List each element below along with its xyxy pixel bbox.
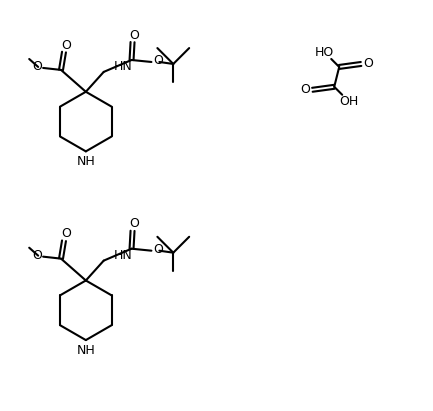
Text: HN: HN: [114, 60, 132, 74]
Text: O: O: [61, 227, 71, 240]
Text: O: O: [153, 55, 163, 67]
Text: O: O: [129, 29, 139, 42]
Text: O: O: [301, 83, 310, 96]
Text: OH: OH: [339, 95, 359, 108]
Text: O: O: [129, 217, 139, 231]
Text: HO: HO: [315, 46, 334, 58]
Text: HN: HN: [114, 249, 132, 262]
Text: O: O: [32, 60, 42, 74]
Text: NH: NH: [77, 155, 95, 168]
Text: O: O: [32, 249, 42, 262]
Text: NH: NH: [77, 344, 95, 356]
Text: O: O: [61, 39, 71, 52]
Text: O: O: [363, 58, 373, 70]
Text: O: O: [153, 243, 163, 256]
